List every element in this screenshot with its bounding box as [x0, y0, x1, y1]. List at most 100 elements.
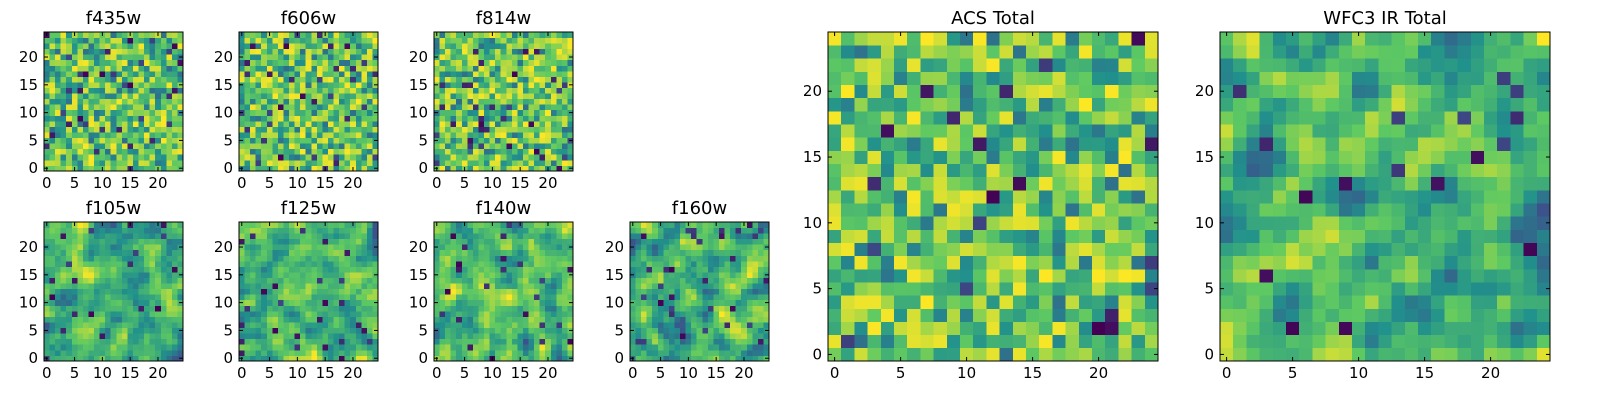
heatmap-cell [461, 260, 468, 267]
heatmap-cell [266, 98, 273, 105]
heatmap-cell [556, 32, 563, 38]
heatmap-cell [305, 338, 312, 345]
heatmap-cell [350, 338, 357, 345]
heatmap-cell [88, 37, 95, 44]
heatmap-cell [261, 233, 268, 240]
heatmap-cell [132, 283, 139, 290]
heatmap-cell [149, 310, 156, 317]
heatmap-cell [138, 65, 145, 72]
heatmap-cell [71, 333, 78, 340]
heatmap-cell [757, 355, 764, 362]
heatmap-cell [763, 266, 770, 273]
heatmap-cell [635, 327, 642, 334]
heatmap-cell [350, 227, 357, 234]
heatmap-cell [94, 48, 100, 55]
heatmap-cell [138, 109, 145, 116]
heatmap-cell [434, 143, 440, 150]
heatmap-cell [88, 137, 95, 144]
heatmap-cell [322, 87, 329, 94]
heatmap-cell [244, 333, 251, 340]
heatmap-cell [361, 222, 368, 228]
heatmap-cell [696, 283, 703, 290]
heatmap-cell [344, 148, 351, 155]
heatmap-cell [60, 255, 67, 262]
heatmap-cell [82, 137, 89, 144]
heatmap-cell [88, 109, 95, 116]
heatmap-cell [250, 349, 257, 356]
heatmap-cell [434, 132, 440, 139]
heatmap-cell [511, 148, 518, 155]
heatmap-cell [960, 255, 974, 270]
heatmap-cell [907, 308, 921, 322]
heatmap-cell [635, 294, 642, 301]
heatmap-cell [355, 98, 362, 105]
heatmap-cell [567, 294, 574, 301]
heatmap-cell [539, 338, 546, 345]
heatmap-cell [355, 65, 362, 72]
heatmap-cell [880, 334, 895, 349]
heatmap-cell [674, 255, 681, 262]
heatmap-cell [752, 288, 759, 295]
heatmap-cell [311, 37, 318, 44]
heatmap-cell [1105, 295, 1119, 309]
heatmap-cell [127, 37, 134, 44]
heatmap-cell [730, 260, 737, 267]
heatmap-cell [116, 316, 123, 323]
heatmap-cell [144, 76, 151, 83]
heatmap-cell [55, 143, 62, 150]
heatmap-cell [550, 154, 557, 161]
heatmap-cell [467, 65, 474, 72]
heatmap-cell [456, 148, 463, 155]
heatmap-cell [730, 305, 737, 312]
heatmap-cell [674, 277, 681, 284]
heatmap-cell [71, 238, 78, 245]
heatmap-cell [361, 65, 368, 72]
heatmap-cell [1026, 176, 1040, 191]
heatmap-cell [71, 104, 78, 111]
y-tick-label: 0 [418, 349, 428, 367]
heatmap-cell [316, 288, 323, 295]
heatmap-cell [445, 266, 452, 273]
heatmap-cell [528, 48, 535, 55]
heatmap-cell [472, 327, 479, 334]
heatmap-cell [66, 54, 73, 61]
heatmap-cell [550, 132, 557, 139]
heatmap-cell [333, 32, 340, 38]
heatmap-cell [828, 334, 842, 349]
heatmap-cell [322, 344, 329, 351]
heatmap-cell [867, 216, 882, 230]
heatmap-cell [171, 249, 178, 256]
heatmap-cell [344, 82, 351, 88]
heatmap-cell [116, 305, 123, 312]
heatmap-cell [49, 37, 56, 44]
heatmap-cell [567, 338, 574, 345]
heatmap-cell [439, 148, 446, 155]
heatmap-cell [472, 54, 479, 61]
heatmap-cell [132, 244, 139, 251]
heatmap-cell [1131, 321, 1146, 336]
heatmap-cell [44, 70, 50, 77]
heatmap-cell [372, 333, 379, 340]
heatmap-cell [177, 305, 184, 312]
heatmap-cell [283, 148, 290, 155]
heatmap-cell [652, 344, 659, 351]
heatmap-cell [718, 222, 725, 228]
heatmap-cell [472, 132, 479, 139]
heatmap-cell [657, 233, 664, 240]
heatmap-cell [534, 349, 541, 356]
heatmap-cell [668, 260, 675, 267]
heatmap-cell [116, 244, 123, 251]
heatmap-cell [138, 349, 145, 356]
heatmap-cell [289, 305, 295, 312]
heatmap-cell [528, 82, 535, 88]
heatmap-cell [1131, 189, 1146, 204]
heatmap-cell [294, 294, 301, 301]
heatmap-cell [445, 305, 452, 312]
heatmap-cell [132, 165, 139, 172]
heatmap-cell [105, 322, 112, 329]
heatmap-cell [680, 288, 686, 295]
heatmap-cell [1105, 347, 1119, 362]
heatmap-cell [680, 338, 686, 345]
heatmap-cell [327, 154, 334, 161]
heatmap-cell [121, 165, 128, 172]
